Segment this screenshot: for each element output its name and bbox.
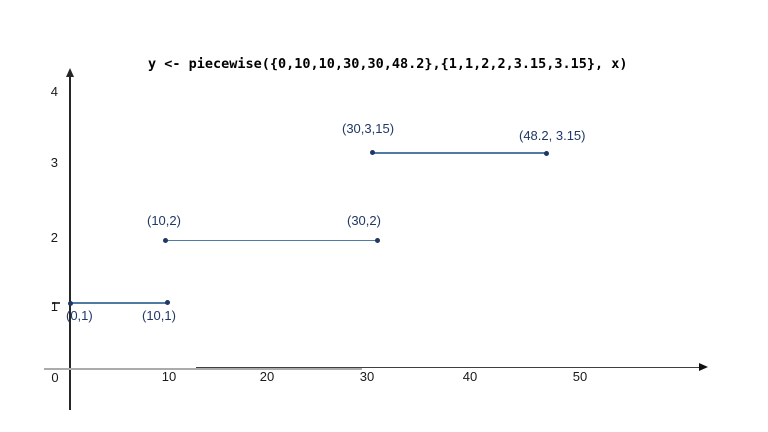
- y-tick-label-4: 4: [50, 84, 58, 99]
- point-label-10-2: (10,2): [147, 213, 181, 228]
- segment-2-line: [165, 239, 377, 242]
- x-tick-label-50: 50: [572, 369, 588, 384]
- segment-2-start-point: [162, 237, 168, 243]
- x-tick-label-30: 30: [359, 369, 375, 384]
- segment-1-start-point: [67, 300, 73, 306]
- x-axis-line-dark: [196, 366, 700, 369]
- segment-3-end-point: [543, 150, 549, 156]
- point-label-10-1: (10,1): [142, 308, 176, 323]
- x-axis-line-gray: [44, 368, 362, 370]
- chart-title: y <- piecewise({0,10,10,30,30,48.2},{1,1…: [148, 56, 628, 72]
- y-axis-arrow-up-icon: [65, 68, 74, 77]
- segment-3-start-point: [369, 149, 375, 155]
- point-label-30-2: (30,2): [347, 213, 381, 228]
- x-axis-arrow-right-icon: [699, 363, 708, 371]
- x-tick-label-40: 40: [462, 369, 478, 384]
- point-label-0-1: (0,1): [66, 308, 93, 323]
- segment-3-line: [372, 152, 546, 154]
- y-axis-tick-1: [52, 302, 60, 304]
- point-label-482-315: (48.2, 3.15): [519, 128, 586, 143]
- y-axis-line: [69, 76, 71, 410]
- segment-1-line: [70, 302, 167, 304]
- segment-1-end-point: [164, 299, 170, 305]
- x-tick-label-10: 10: [161, 369, 177, 384]
- segment-2-end-point: [374, 237, 380, 243]
- point-label-30-315: (30,3,15): [342, 121, 395, 136]
- y-tick-label-3: 3: [50, 155, 58, 170]
- x-tick-label-20: 20: [259, 369, 275, 384]
- y-tick-label-1: 1: [50, 299, 58, 314]
- origin-label: 0: [51, 370, 59, 385]
- y-tick-label-2: 2: [50, 230, 58, 245]
